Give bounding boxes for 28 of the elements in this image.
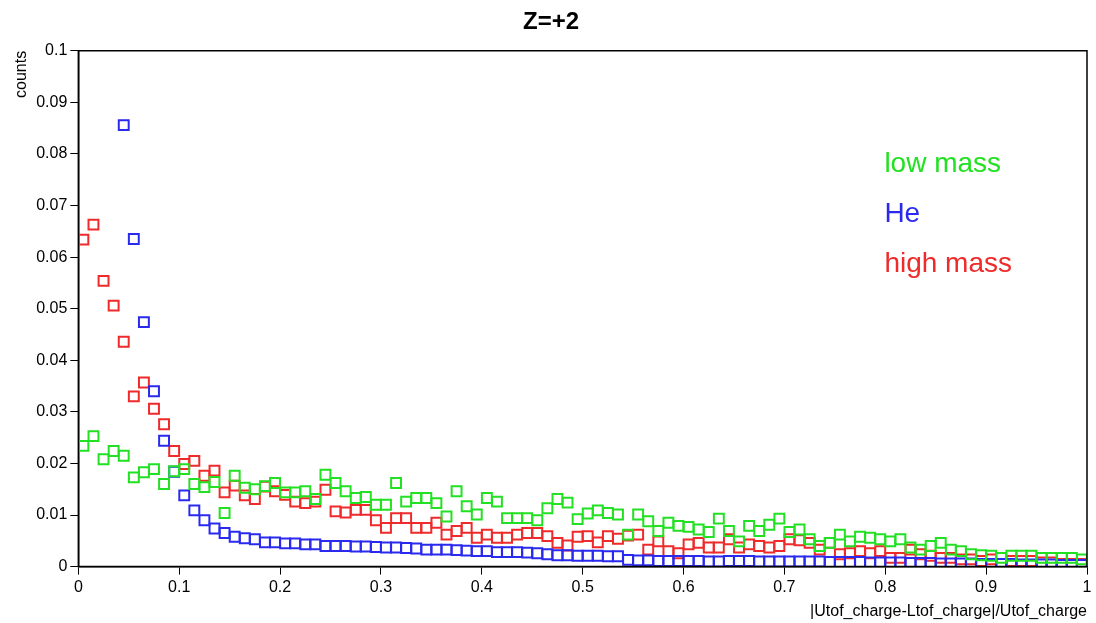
x-axis-title: |Utof_charge-Ltof_charge|/Utof_charge <box>810 601 1088 620</box>
x-tick-label: 0 <box>73 577 83 595</box>
y-tick-label: 0.07 <box>36 195 68 213</box>
x-tick-label: 0.3 <box>369 577 393 595</box>
x-tick-label: 0.1 <box>168 577 191 595</box>
y-tick-label: 0.04 <box>36 350 68 368</box>
y-tick-label: 0.01 <box>36 505 68 523</box>
y-tick-label: 0.02 <box>36 453 68 471</box>
x-tick-label: 0.8 <box>874 577 897 595</box>
x-tick-label: 0.5 <box>571 577 594 595</box>
text: He <box>884 196 921 228</box>
y-tick-label: 0.1 <box>45 41 68 59</box>
x-tick-label: 0.6 <box>672 577 695 595</box>
x-tick-label: 1 <box>1082 577 1092 595</box>
x-tick-label: 0.9 <box>975 577 998 595</box>
text: high mass <box>884 246 1013 278</box>
y-tick-label: 0.06 <box>36 247 68 265</box>
x-tick-label: 0.4 <box>470 577 494 595</box>
chart-title: Z=+2 <box>522 7 580 35</box>
y-tick-label: 0.08 <box>36 144 68 162</box>
x-tick-label: 0.7 <box>773 577 796 595</box>
y-tick-label: 0 <box>58 557 68 575</box>
y-tick-label: 0.09 <box>36 92 68 110</box>
x-tick-label: 0.2 <box>268 577 292 595</box>
y-tick-label: 0.03 <box>36 402 68 420</box>
y-tick-label: 0.05 <box>36 299 68 317</box>
y-axis-title: counts <box>12 50 30 98</box>
text: low mass <box>884 146 1002 178</box>
